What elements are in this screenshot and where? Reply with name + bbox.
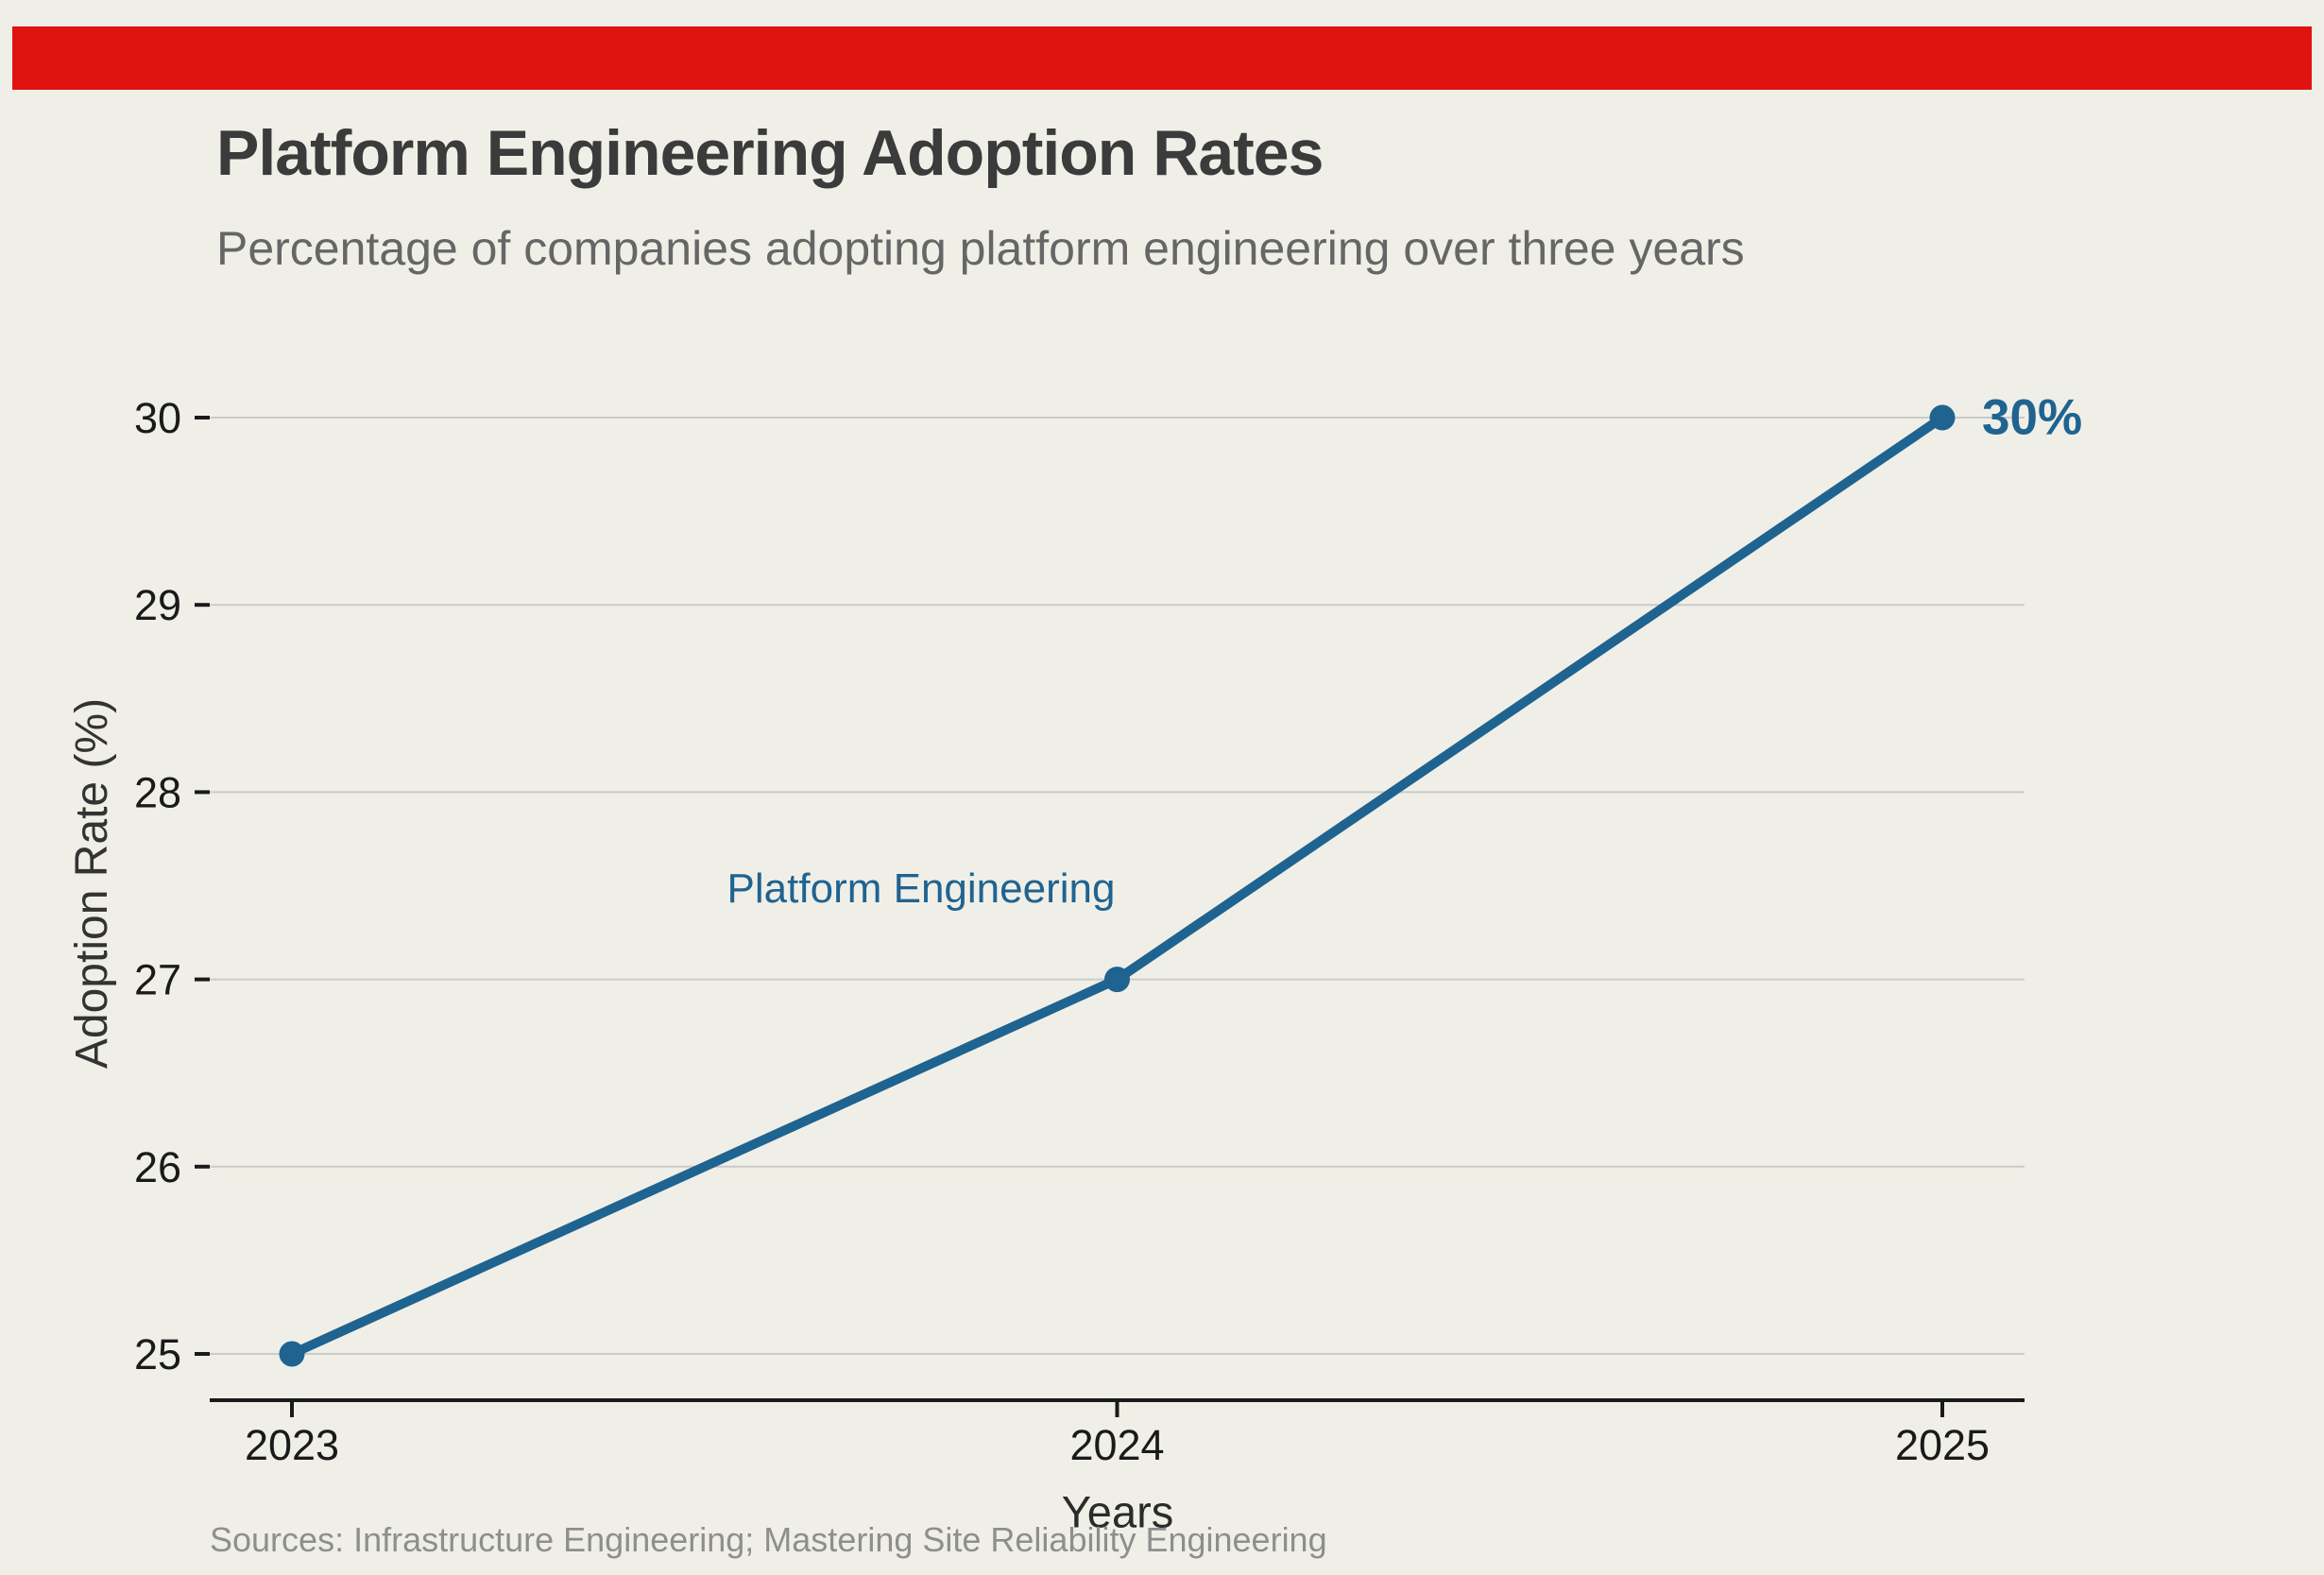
y-tick-label: 28 (134, 768, 181, 816)
series-label: Platform Engineering (726, 865, 1116, 912)
data-point-marker (279, 1341, 305, 1367)
data-point-marker (1929, 404, 1956, 431)
y-tick-label: 26 (134, 1143, 181, 1191)
y-tick-label: 29 (134, 581, 181, 629)
y-tick-label: 25 (134, 1330, 181, 1378)
series-line (287, 413, 1947, 1359)
page-title: Platform Engineering Adoption Rates (216, 117, 1324, 189)
data-point-marker (1104, 967, 1130, 993)
sources-text: Sources: Infrastructure Engineering; Mas… (210, 1520, 1327, 1559)
x-axis-title: Years (1061, 1486, 1174, 1537)
x-tick-label: 2025 (1895, 1421, 1990, 1469)
x-tick-label: 2024 (1069, 1421, 1164, 1469)
chart-subtitle: Percentage of companies adopting platfor… (216, 222, 1745, 275)
y-tick-label: 30 (134, 394, 181, 442)
y-tick-label: 27 (134, 956, 181, 1004)
top-banner (12, 26, 2312, 90)
data-point-annotation: 30% (1982, 389, 2083, 446)
x-tick-label: 2023 (245, 1421, 339, 1469)
y-axis-title: Adoption Rate (%) (67, 697, 117, 1070)
